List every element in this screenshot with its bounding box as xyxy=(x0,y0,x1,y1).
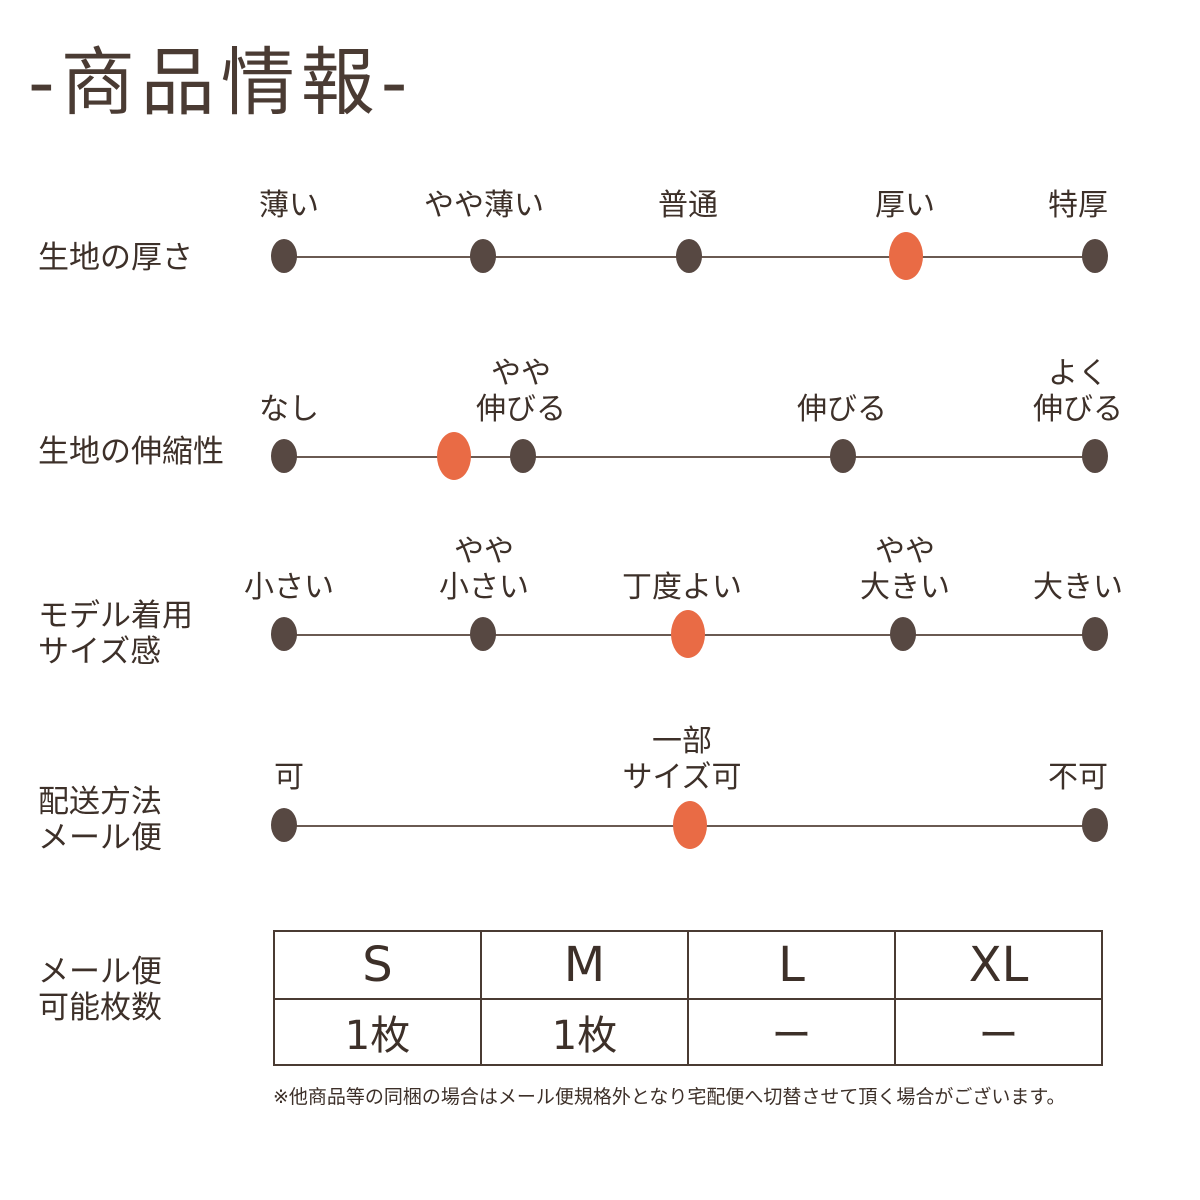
option-label-fit-2: やや 小さい xyxy=(439,534,529,605)
option-label-mail-1: 可 xyxy=(274,760,304,795)
scale-dot-thickness-3 xyxy=(676,239,702,273)
scale-dot-fit-1 xyxy=(271,617,297,651)
scale-dot-fit-2 xyxy=(470,617,496,651)
option-label-thickness-1: 薄い xyxy=(259,188,319,223)
count-cell-s: 1枚 xyxy=(273,998,482,1066)
scale-dot-mail-3 xyxy=(1082,808,1108,842)
option-label-mail-2: 一部 サイズ可 xyxy=(622,724,742,795)
scale-dot-mail-1 xyxy=(271,808,297,842)
size-cell-l: L xyxy=(687,930,896,1000)
option-label-fit-3: 丁度よい xyxy=(622,570,742,605)
table-row: 1枚 1枚 ー ー xyxy=(273,998,1103,1066)
option-label-stretch-2: やや 伸びる xyxy=(476,356,566,427)
count-cell-m: 1枚 xyxy=(480,998,689,1066)
size-cell-s: S xyxy=(273,930,482,1000)
scale-dot-fit-5 xyxy=(1082,617,1108,651)
option-label-fit-1: 小さい xyxy=(244,570,334,605)
option-label-thickness-2: やや薄い xyxy=(424,188,544,223)
scale-dot-thickness-2 xyxy=(470,239,496,273)
scale-dot-fit-selected xyxy=(671,610,705,658)
scale-dot-thickness-5 xyxy=(1082,239,1108,273)
option-label-stretch-3: 伸びる xyxy=(797,392,887,427)
scale-dot-stretch-selected xyxy=(437,432,471,480)
option-label-stretch-1: なし xyxy=(259,392,319,427)
scale-dot-thickness-1 xyxy=(271,239,297,273)
scale-dot-fit-4 xyxy=(890,617,916,651)
count-cell-xl: ー xyxy=(894,998,1103,1066)
option-label-thickness-5: 特厚 xyxy=(1048,188,1108,223)
option-label-fit-4: やや 大きい xyxy=(860,534,950,605)
row-label-fit: モデル着用 サイズ感 xyxy=(38,598,193,670)
count-cell-l: ー xyxy=(687,998,896,1066)
option-label-mail-3: 不可 xyxy=(1048,760,1108,795)
footnote: ※他商品等の同梱の場合はメール便規格外となり宅配便へ切替させて頂く場合がございま… xyxy=(273,1086,1066,1108)
size-cell-m: M xyxy=(480,930,689,1000)
page-title: -商品情報- xyxy=(28,40,414,126)
option-label-stretch-4: よく 伸びる xyxy=(1033,356,1123,427)
option-label-thickness-4: 厚い xyxy=(875,188,935,223)
row-label-thickness: 生地の厚さ xyxy=(38,240,193,276)
mail-quantity-table: S M L XL 1枚 1枚 ー ー xyxy=(273,930,1103,1066)
row-label-stretch: 生地の伸縮性 xyxy=(38,434,224,470)
scale-dot-stretch-1 xyxy=(271,439,297,473)
scale-dot-mail-selected xyxy=(673,801,707,849)
scale-dot-stretch-2 xyxy=(510,439,536,473)
option-label-thickness-3: 普通 xyxy=(658,188,718,223)
option-label-fit-5: 大きい xyxy=(1033,570,1123,605)
scale-dot-thickness-selected xyxy=(889,232,923,280)
scale-dot-stretch-4 xyxy=(1082,439,1108,473)
row-label-mail-delivery: 配送方法 メール便 xyxy=(38,784,162,856)
table-row: S M L XL xyxy=(273,930,1103,1000)
row-label-mail-quantity: メール便 可能枚数 xyxy=(38,954,162,1026)
scale-dot-stretch-3 xyxy=(830,439,856,473)
size-cell-xl: XL xyxy=(894,930,1103,1000)
scale-line-stretch xyxy=(284,456,1095,458)
